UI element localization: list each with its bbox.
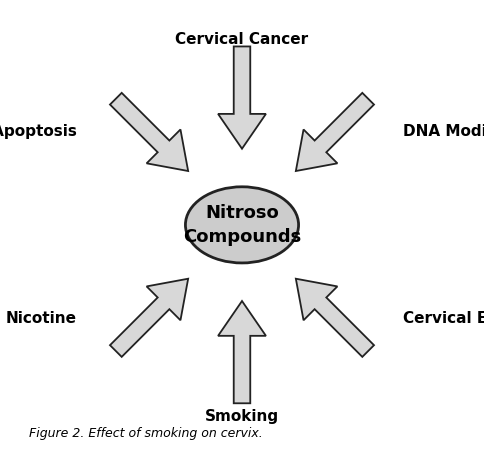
Text: Cervical Epithelium: Cervical Epithelium — [403, 311, 484, 326]
FancyArrow shape — [110, 93, 188, 171]
FancyArrow shape — [218, 301, 266, 403]
Text: Cervical Cancer: Cervical Cancer — [175, 33, 309, 47]
FancyArrow shape — [296, 279, 374, 357]
Ellipse shape — [185, 187, 299, 263]
Text: Smoking: Smoking — [205, 409, 279, 424]
Text: Inhibit Apoptosis: Inhibit Apoptosis — [0, 124, 76, 139]
Text: Figure 2. Effect of smoking on cervix.: Figure 2. Effect of smoking on cervix. — [29, 427, 262, 440]
FancyArrow shape — [296, 93, 374, 171]
Text: DNA Modification: DNA Modification — [403, 124, 484, 139]
FancyArrow shape — [110, 279, 188, 357]
FancyArrow shape — [218, 46, 266, 149]
Text: Nitroso
Compounds: Nitroso Compounds — [183, 204, 301, 245]
Text: Nicotine: Nicotine — [6, 311, 76, 326]
